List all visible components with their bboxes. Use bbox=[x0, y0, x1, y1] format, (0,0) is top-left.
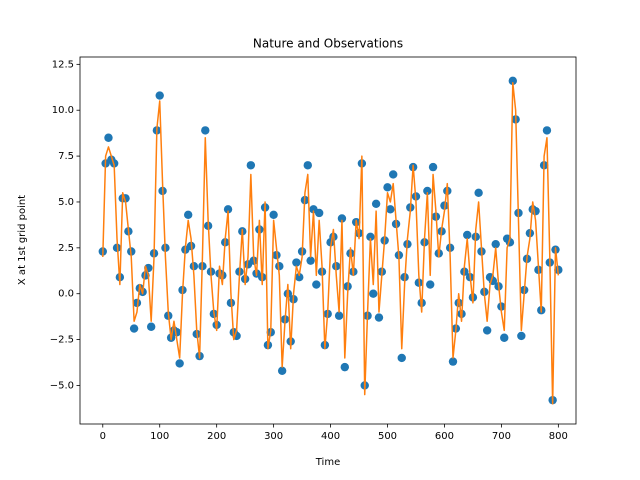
y-tick-label: −5.0 bbox=[50, 380, 74, 391]
observation-point bbox=[542, 126, 552, 135]
observation-point bbox=[448, 357, 458, 366]
observation-point bbox=[366, 232, 375, 242]
observation-point bbox=[272, 250, 281, 260]
observation-point bbox=[383, 183, 392, 192]
x-tick-label: 200 bbox=[207, 431, 226, 442]
observation-point bbox=[183, 210, 193, 220]
observation-point bbox=[312, 280, 321, 289]
observation-point bbox=[295, 273, 304, 282]
observation-point bbox=[306, 256, 315, 265]
observation-point bbox=[246, 161, 256, 170]
observation-point bbox=[269, 210, 278, 220]
y-tick-label: 0.0 bbox=[58, 289, 74, 300]
observation-point bbox=[508, 76, 517, 86]
x-tick-label: 500 bbox=[378, 431, 397, 442]
observation-point bbox=[201, 126, 210, 135]
observation-point bbox=[369, 289, 378, 298]
observation-point bbox=[423, 186, 432, 196]
observation-point bbox=[334, 311, 344, 320]
x-tick-label: 700 bbox=[492, 431, 511, 442]
observation-point bbox=[371, 199, 381, 208]
observation-point bbox=[155, 91, 164, 100]
observation-point bbox=[374, 313, 384, 322]
observation-point bbox=[277, 366, 287, 375]
observation-point bbox=[491, 239, 500, 249]
observation-point bbox=[389, 170, 398, 179]
y-axis-label: X at 1st grid point bbox=[17, 195, 28, 285]
y-tick-label: 2.5 bbox=[58, 243, 74, 254]
observation-point bbox=[175, 359, 184, 368]
y-tick-label: −2.5 bbox=[50, 335, 74, 346]
observation-point bbox=[337, 214, 347, 223]
observation-point bbox=[482, 326, 492, 335]
observation-point bbox=[340, 362, 349, 372]
x-axis-label: Time bbox=[315, 457, 340, 468]
x-tick-label: 0 bbox=[100, 431, 106, 442]
y-tick-label: 12.5 bbox=[52, 59, 74, 70]
observation-point bbox=[303, 161, 312, 170]
observation-point bbox=[517, 331, 526, 341]
observation-point bbox=[428, 162, 438, 172]
observation-point bbox=[463, 230, 472, 240]
observation-point bbox=[500, 333, 509, 342]
observation-point bbox=[146, 322, 156, 331]
observation-point bbox=[314, 208, 324, 218]
observation-point bbox=[426, 280, 435, 289]
x-tick-label: 800 bbox=[549, 431, 568, 442]
observation-point bbox=[397, 353, 406, 363]
observation-point bbox=[292, 258, 301, 267]
observation-point bbox=[104, 133, 113, 142]
observation-point bbox=[386, 205, 395, 214]
observation-point bbox=[275, 261, 284, 271]
axes-frame bbox=[79, 56, 577, 425]
x-tick-label: 300 bbox=[264, 431, 283, 442]
observation-point bbox=[223, 205, 233, 214]
x-tick-label: 600 bbox=[435, 431, 454, 442]
chart-title: Nature and Observations bbox=[253, 37, 403, 51]
y-tick-label: 7.5 bbox=[58, 151, 74, 162]
y-tick-label: 5.0 bbox=[58, 197, 74, 208]
x-tick-label: 400 bbox=[321, 431, 340, 442]
observation-point bbox=[474, 188, 483, 197]
x-tick-label: 100 bbox=[150, 431, 169, 442]
observation-point bbox=[129, 324, 139, 333]
observation-point bbox=[132, 298, 142, 308]
y-tick-label: 10.0 bbox=[52, 105, 74, 116]
nature-line bbox=[102, 81, 560, 405]
